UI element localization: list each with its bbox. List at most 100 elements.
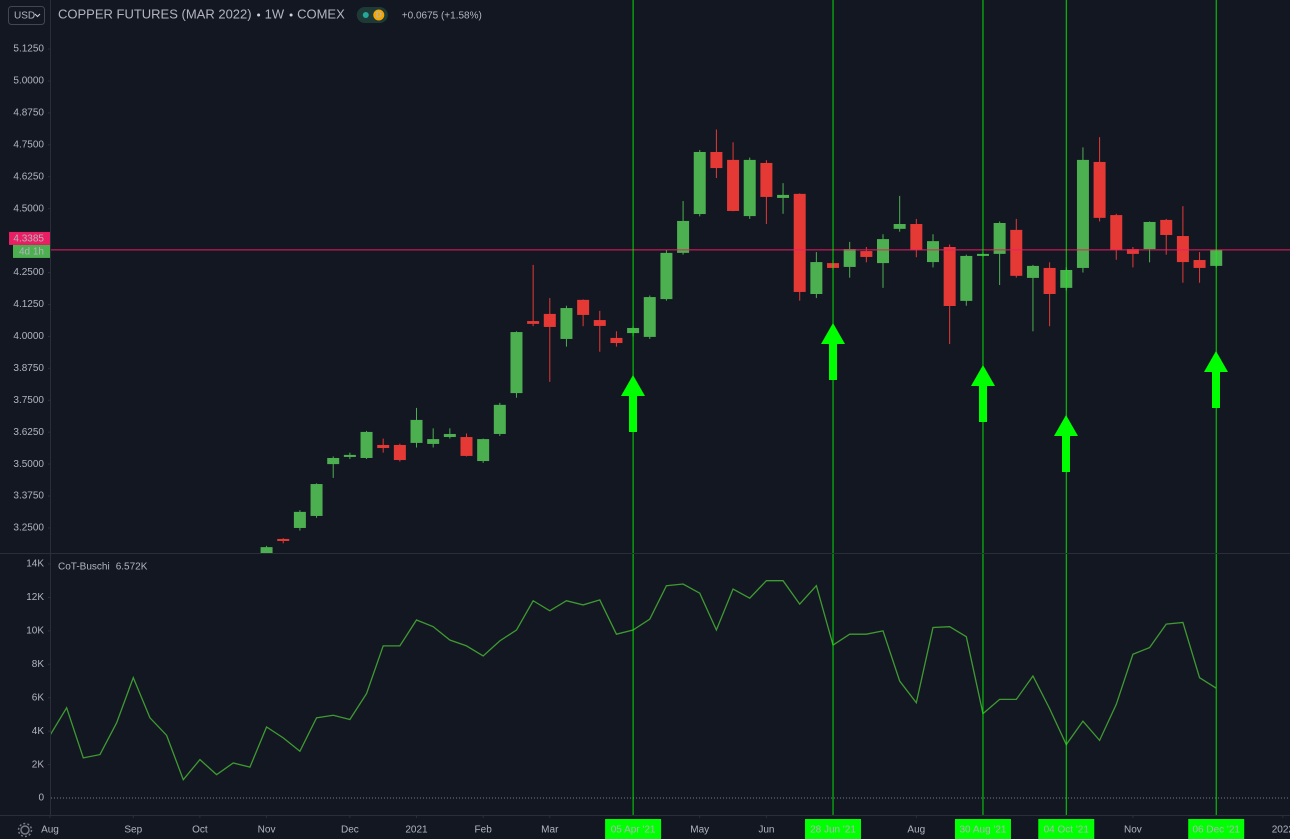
y-tick-label: 4.6250 (13, 171, 44, 182)
candle-body (843, 249, 856, 267)
gear-ring[interactable] (20, 825, 30, 835)
x-tick-label: Aug (907, 825, 925, 836)
y-tick-label: 5.1250 (13, 44, 44, 55)
candle-body (610, 337, 623, 344)
y-tick-label: 4.7500 (13, 139, 44, 150)
candle-body (310, 484, 323, 516)
candle-body (693, 151, 706, 215)
x-tick-label: Dec (341, 825, 359, 836)
y-tick-label: 10K (26, 625, 44, 636)
y-tick-label: 3.8750 (13, 363, 44, 374)
y-tick-label: 4.2500 (13, 267, 44, 278)
candle-body (710, 151, 723, 169)
candle-body (1093, 161, 1106, 218)
y-tick-label: 3.7500 (13, 395, 44, 406)
candle-body (327, 457, 340, 465)
candle-body (1193, 260, 1206, 268)
candle-body (793, 193, 806, 292)
y-tick-label: 4.0000 (13, 331, 44, 342)
candle-body (677, 220, 690, 253)
candle-body (1076, 159, 1089, 268)
date-markers: 05 Apr '21 28 Jun '21 30 Aug '21 04 Oct '21… (605, 0, 1245, 839)
y-tick-label: 5.0000 (13, 76, 44, 87)
x-tick-label: Mar (541, 825, 559, 836)
candle-body (1110, 215, 1123, 251)
marker-label-box (1188, 819, 1245, 839)
x-tick-label: 2022 (1272, 825, 1290, 836)
candle-body (660, 252, 673, 300)
candle-body (727, 159, 740, 211)
candle-body (460, 437, 473, 456)
x-tick-label: Oct (192, 825, 208, 836)
currency-label[interactable]: USD (14, 11, 35, 22)
y-tick-label: 12K (26, 592, 44, 603)
candle-body (260, 547, 273, 553)
candle-body (810, 262, 823, 294)
candle-body (377, 444, 390, 449)
marker-label: 05 Apr '21 (611, 825, 656, 836)
marker-label-box (1038, 819, 1095, 839)
y-tick-label: 14K (26, 559, 44, 570)
candle-body (910, 224, 923, 251)
interval[interactable]: 1W (265, 6, 285, 21)
candle-body (360, 431, 373, 458)
candle-body (1010, 229, 1023, 276)
candle-body (1043, 267, 1056, 294)
candle-body (743, 159, 756, 217)
y-tick-label: 4.5000 (13, 203, 44, 214)
exchange: COMEX (297, 6, 345, 21)
y-tick-label: 6K (32, 692, 45, 703)
candle-body (960, 255, 973, 301)
x-tick-label: Sep (124, 825, 142, 836)
delay-badge-label: D (376, 11, 382, 20)
marker-label: 30 Aug '21 (959, 825, 1006, 836)
price-change: +0.0675 (+1.58%) (402, 11, 482, 22)
gear-teeth[interactable] (17, 822, 33, 838)
x-tick-label: Aug (41, 825, 59, 836)
x-tick-label: Nov (258, 825, 276, 836)
countdown-label: 4d 1h (19, 247, 44, 258)
y-tick-label: 4.1250 (13, 299, 44, 310)
last-price-box (9, 231, 50, 245)
header: USD COPPER FUTURES (MAR 2022) 1W COMEX D… (8, 6, 482, 25)
marker-arrow (821, 323, 845, 380)
candle-body (577, 299, 590, 315)
candle-body (1026, 265, 1039, 278)
y-tick-label: 8K (32, 659, 45, 670)
legend-value: 6.572K (116, 562, 148, 573)
candle-body (643, 297, 656, 337)
candle-body (1160, 219, 1173, 235)
x-tick-label: May (690, 825, 709, 836)
candle-body (1143, 221, 1156, 250)
y-tick-label: 3.6250 (13, 427, 44, 438)
candle-body (393, 444, 406, 461)
status-dot (362, 12, 369, 18)
legend-name: CoT-Buschi (58, 562, 110, 573)
delay-badge (373, 9, 385, 21)
marker-arrow (1054, 415, 1078, 472)
candle-body (410, 419, 423, 443)
symbol-title: COPPER FUTURES (MAR 2022) (58, 6, 252, 21)
currency-caret[interactable] (34, 13, 41, 18)
y-tick-label: 3.5000 (13, 459, 44, 470)
marker-arrow (1204, 351, 1228, 408)
candle-body (777, 194, 790, 198)
last-price-label: 4.3385 (13, 234, 44, 245)
candle-body (427, 439, 440, 444)
settings-icon[interactable] (17, 822, 33, 838)
candle-body (477, 439, 490, 462)
price-pane (51, 129, 1290, 553)
candle-body (993, 222, 1006, 254)
candle-body (560, 308, 573, 339)
marker-label: 28 Jun '21 (810, 825, 856, 836)
currency-button[interactable] (8, 6, 45, 25)
marker-arrow (971, 365, 995, 422)
x-tick-label: 2021 (405, 825, 428, 836)
candle-body (443, 433, 456, 438)
candle-body (926, 241, 939, 263)
countdown-box (13, 244, 50, 258)
separator-dot (289, 13, 293, 17)
